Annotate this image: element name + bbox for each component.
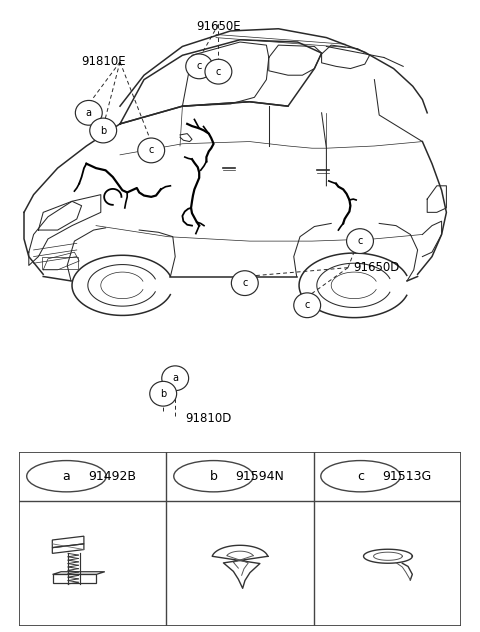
Text: c: c <box>242 278 248 288</box>
Text: b: b <box>100 126 107 135</box>
Text: b: b <box>210 470 217 483</box>
Circle shape <box>75 100 102 125</box>
Text: 91492B: 91492B <box>88 470 136 483</box>
Text: 91810D: 91810D <box>185 411 231 425</box>
Circle shape <box>138 138 165 163</box>
Text: c: c <box>216 66 221 76</box>
Text: 91650E: 91650E <box>196 20 240 33</box>
Text: 91810E: 91810E <box>81 56 125 68</box>
Text: a: a <box>62 470 71 483</box>
Text: c: c <box>148 145 154 155</box>
Circle shape <box>186 54 213 79</box>
Circle shape <box>162 366 189 391</box>
Text: c: c <box>357 470 364 483</box>
Circle shape <box>347 229 373 253</box>
Text: a: a <box>86 108 92 118</box>
Circle shape <box>90 118 117 143</box>
Circle shape <box>174 461 253 492</box>
Text: 91594N: 91594N <box>236 470 285 483</box>
Text: b: b <box>160 389 167 399</box>
Text: c: c <box>196 61 202 71</box>
Circle shape <box>231 270 258 296</box>
Text: c: c <box>304 300 310 310</box>
Circle shape <box>27 461 106 492</box>
Circle shape <box>205 59 232 84</box>
Circle shape <box>321 461 400 492</box>
Circle shape <box>294 293 321 318</box>
Circle shape <box>150 381 177 406</box>
Text: 91513G: 91513G <box>383 470 432 483</box>
Text: 91650D: 91650D <box>353 261 399 274</box>
Text: c: c <box>357 236 363 246</box>
Text: a: a <box>172 374 178 383</box>
